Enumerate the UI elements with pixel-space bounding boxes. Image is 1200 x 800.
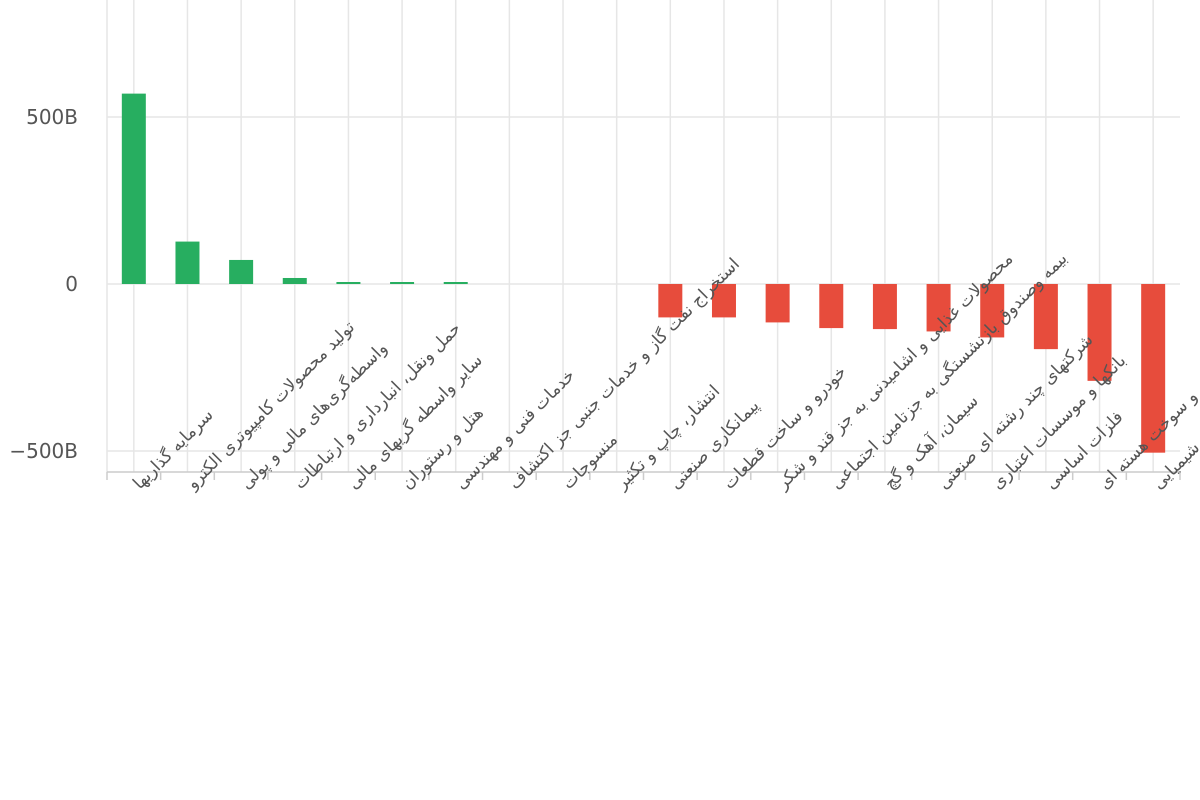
y-tick-label: 0 [65,272,78,296]
bar[interactable] [229,259,254,284]
bar[interactable] [121,93,146,285]
bar[interactable] [1033,284,1058,350]
bar[interactable] [336,281,361,284]
bar[interactable] [658,284,683,318]
bar[interactable] [765,284,790,323]
bar[interactable] [980,284,1005,338]
bar[interactable] [819,284,844,329]
bar[interactable] [390,282,415,284]
bar[interactable] [926,284,951,332]
y-tick-label: 500B [26,105,78,129]
bar[interactable] [1141,284,1166,453]
bar[interactable] [175,241,200,284]
bars [121,93,1166,453]
bar[interactable] [282,277,307,284]
bar[interactable] [711,284,736,318]
bar[interactable] [1087,284,1112,381]
axes [106,471,1181,480]
y-tick-label: −500B [9,439,78,463]
x-tick-label: سیمان، آهک و گچ [879,390,983,494]
bar[interactable] [872,284,897,330]
bar[interactable] [443,282,468,284]
